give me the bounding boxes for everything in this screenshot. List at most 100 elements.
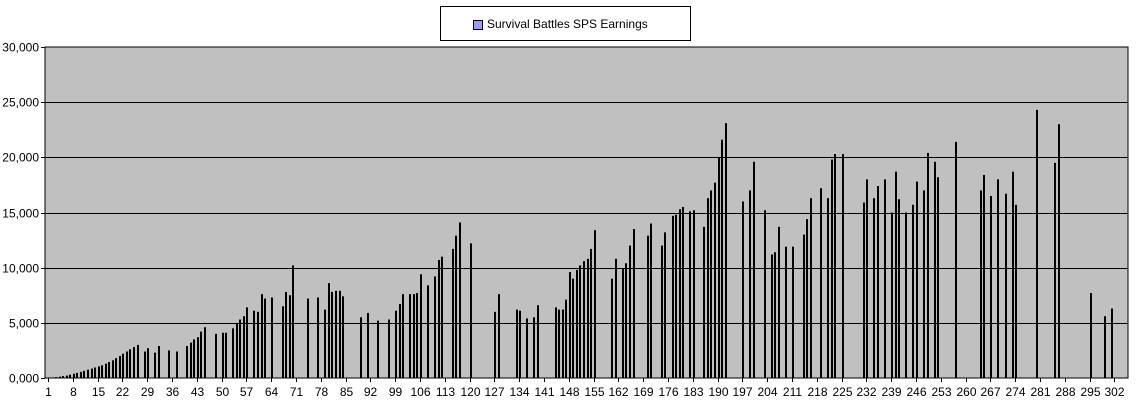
bar xyxy=(158,346,160,378)
bar xyxy=(413,294,415,378)
bar xyxy=(144,351,146,378)
bar xyxy=(222,332,224,378)
bar xyxy=(367,312,369,378)
bar xyxy=(519,310,521,378)
bar xyxy=(1090,293,1092,378)
bar xyxy=(725,123,727,378)
bar xyxy=(133,347,135,378)
bar xyxy=(186,346,188,378)
bar xyxy=(997,179,999,378)
bar xyxy=(122,353,124,378)
bar xyxy=(1054,162,1056,378)
bar xyxy=(916,181,918,378)
bar xyxy=(246,307,248,378)
bar xyxy=(154,352,156,378)
bar xyxy=(579,265,581,378)
bar xyxy=(622,268,624,378)
bar xyxy=(69,374,71,378)
x-tick-label: 274 xyxy=(1005,385,1025,399)
bar xyxy=(328,283,330,378)
bar xyxy=(877,186,879,378)
x-tick-label: 64 xyxy=(265,385,279,399)
bar xyxy=(675,214,677,378)
bar xyxy=(803,234,805,378)
bar xyxy=(236,322,238,378)
bar xyxy=(441,256,443,378)
bar xyxy=(243,316,245,378)
bar xyxy=(714,182,716,378)
bar xyxy=(388,319,390,378)
bar xyxy=(990,195,992,378)
y-tick-label: 20,000 xyxy=(2,151,39,165)
y-tick-label: 0,000 xyxy=(9,372,39,386)
x-tick-label: 127 xyxy=(484,385,504,399)
x-tick-label: 197 xyxy=(732,385,752,399)
bar xyxy=(126,351,128,378)
bar xyxy=(225,332,227,378)
bar xyxy=(438,259,440,378)
bar xyxy=(331,291,333,378)
bar xyxy=(650,223,652,378)
x-tick-label: 183 xyxy=(683,385,703,399)
bar xyxy=(83,370,85,378)
y-tick-label: 25,000 xyxy=(2,96,39,110)
bar xyxy=(129,349,131,378)
bar xyxy=(409,294,411,378)
bar xyxy=(661,245,663,378)
y-tick-label: 10,000 xyxy=(2,262,39,276)
bar xyxy=(587,258,589,378)
bar xyxy=(52,377,54,378)
x-tick-label: 8 xyxy=(70,385,77,399)
bar xyxy=(749,190,751,378)
bar xyxy=(420,274,422,378)
x-tick-label: 253 xyxy=(931,385,951,399)
axes xyxy=(41,47,1115,382)
bar xyxy=(820,188,822,378)
bar xyxy=(703,226,705,378)
x-tick-label: 57 xyxy=(240,385,254,399)
bar xyxy=(498,294,500,378)
bar xyxy=(689,211,691,378)
bar xyxy=(108,362,110,378)
bar xyxy=(339,290,341,378)
bar xyxy=(583,261,585,378)
bar xyxy=(324,309,326,378)
bar xyxy=(232,328,234,378)
bar xyxy=(1036,109,1038,378)
bar xyxy=(317,297,319,378)
bar xyxy=(785,246,787,378)
x-tick-label: 162 xyxy=(608,385,628,399)
bar xyxy=(611,278,613,378)
bar xyxy=(905,212,907,378)
x-tick-label: 218 xyxy=(807,385,827,399)
bar xyxy=(537,305,539,378)
bars xyxy=(52,109,1113,378)
x-tick-label: 120 xyxy=(460,385,480,399)
bar xyxy=(693,210,695,378)
bar xyxy=(271,297,273,378)
bar xyxy=(377,320,379,378)
y-tick-label: 30,000 xyxy=(2,41,39,55)
bar xyxy=(937,177,939,378)
bar xyxy=(1111,308,1113,378)
bar xyxy=(239,319,241,378)
x-tick-label: 267 xyxy=(980,385,1000,399)
bar xyxy=(200,331,202,378)
x-tick-label: 78 xyxy=(315,385,329,399)
bar xyxy=(827,198,829,378)
x-tick-label: 302 xyxy=(1104,385,1124,399)
bar xyxy=(73,373,75,378)
bar xyxy=(105,363,107,378)
x-tick-label: 225 xyxy=(832,385,852,399)
bar xyxy=(710,190,712,378)
bar xyxy=(866,179,868,378)
bar xyxy=(526,318,528,378)
bar xyxy=(742,201,744,378)
bar xyxy=(753,161,755,378)
bar xyxy=(335,290,337,378)
bar xyxy=(764,210,766,378)
bar xyxy=(806,219,808,378)
x-tick-label: 50 xyxy=(216,385,230,399)
y-tick-labels: 0,000 5,000 10,000 15,000 20,000 25,000 30,000 xyxy=(2,41,39,386)
